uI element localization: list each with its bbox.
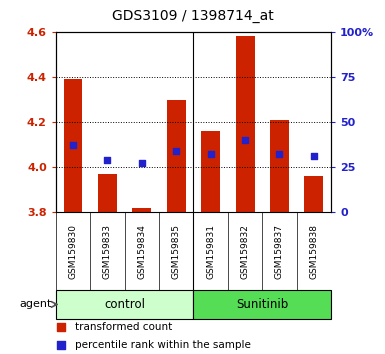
Bar: [236, 36, 254, 212]
Point: [311, 153, 317, 159]
Text: Sunitinib: Sunitinib: [236, 298, 288, 311]
Point: [70, 142, 76, 148]
Point: [139, 160, 145, 166]
Bar: [201, 131, 220, 212]
Text: GDS3109 / 1398714_at: GDS3109 / 1398714_at: [112, 9, 273, 23]
Point: [58, 342, 64, 348]
Point: [173, 149, 179, 154]
Point: [104, 158, 110, 163]
Bar: [270, 120, 289, 212]
Text: GSM159833: GSM159833: [103, 224, 112, 279]
Point: [208, 151, 214, 156]
Bar: [98, 174, 117, 212]
Point: [242, 137, 248, 143]
Text: percentile rank within the sample: percentile rank within the sample: [75, 340, 251, 350]
Bar: [305, 176, 323, 212]
Bar: [167, 99, 186, 212]
Text: GSM159831: GSM159831: [206, 224, 215, 279]
Point: [276, 151, 283, 156]
Point: [58, 325, 64, 330]
Text: GSM159832: GSM159832: [241, 224, 249, 279]
Text: control: control: [104, 298, 145, 311]
Bar: [194, 290, 331, 319]
Text: agent: agent: [20, 299, 52, 309]
Text: GSM159834: GSM159834: [137, 224, 146, 279]
Bar: [56, 290, 194, 319]
Text: transformed count: transformed count: [75, 322, 172, 332]
Text: GSM159835: GSM159835: [172, 224, 181, 279]
Text: GSM159838: GSM159838: [310, 224, 318, 279]
Bar: [132, 208, 151, 212]
Text: GSM159830: GSM159830: [69, 224, 77, 279]
Bar: [64, 79, 82, 212]
Text: GSM159837: GSM159837: [275, 224, 284, 279]
